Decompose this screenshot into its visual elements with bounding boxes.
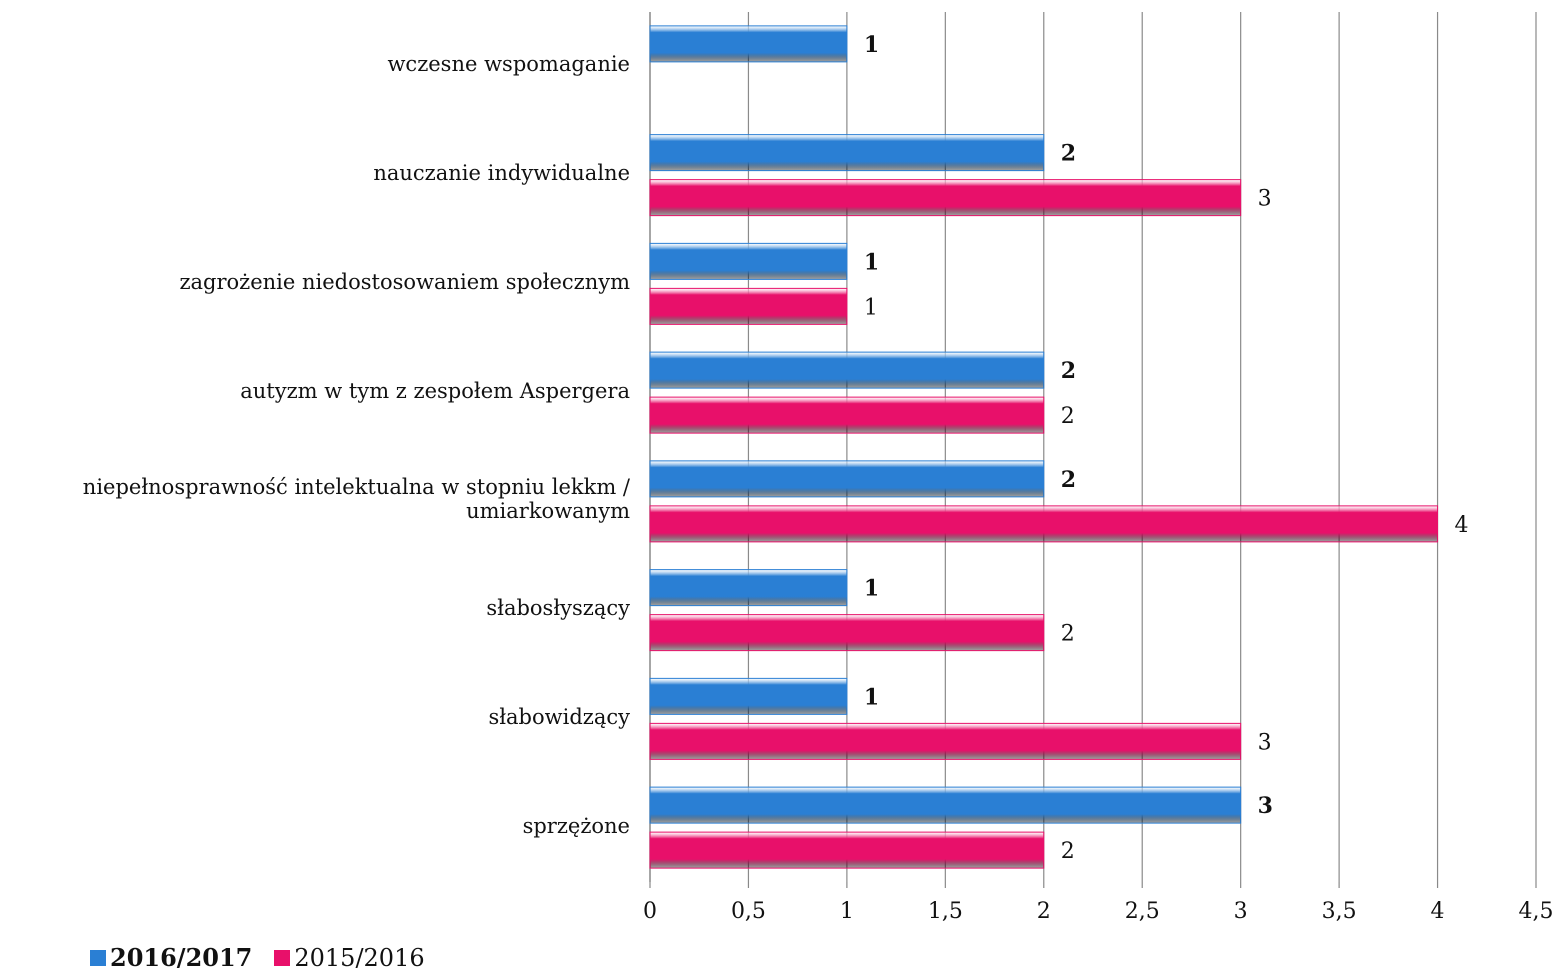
x-tick-label-2: 1 xyxy=(840,899,854,924)
value-label-series-2-cat-5: 2 xyxy=(1061,622,1075,647)
bar-series-1-cat-6[interactable] xyxy=(650,678,847,714)
category-label-2: zagrożenie niedostosowaniem społecznym xyxy=(0,270,630,294)
bar-series-2-cat-1[interactable] xyxy=(650,180,1241,216)
value-label-series-2-cat-2: 1 xyxy=(864,295,878,320)
category-label-3: autyzm w tym z zespołem Aspergera xyxy=(0,379,630,403)
bar-series-2-cat-5[interactable] xyxy=(650,615,1044,651)
category-label-6: słabowidzący xyxy=(0,705,630,729)
value-label-series-1-cat-3: 2 xyxy=(1061,358,1076,384)
bar-series-1-cat-5[interactable] xyxy=(650,570,847,606)
x-tick-label-8: 4 xyxy=(1431,899,1445,924)
bar-series-1-cat-1[interactable] xyxy=(650,135,1044,171)
x-tick-label-9: 4,5 xyxy=(1519,899,1554,924)
category-label-5: słabosłyszący xyxy=(0,596,630,620)
x-tick-label-7: 3,5 xyxy=(1322,899,1357,924)
x-tick-label-4: 2 xyxy=(1037,899,1051,924)
category-label-7: sprzężone xyxy=(0,814,630,838)
bar-series-2-cat-7[interactable] xyxy=(650,832,1044,868)
value-label-series-2-cat-7: 2 xyxy=(1061,839,1075,864)
legend-label-series-2: 2015/2016 xyxy=(294,944,424,972)
bar-series-2-cat-2[interactable] xyxy=(650,288,847,324)
value-label-series-1-cat-0: 1 xyxy=(864,32,879,58)
x-tick-label-0: 0 xyxy=(643,899,657,924)
legend-swatch-series-1 xyxy=(90,950,106,966)
value-label-series-1-cat-4: 2 xyxy=(1061,467,1076,493)
legend-swatch-series-2 xyxy=(274,950,290,966)
bar-series-2-cat-6[interactable] xyxy=(650,723,1241,759)
legend: 2016/2017 2015/2016 xyxy=(90,943,447,972)
bar-series-1-cat-7[interactable] xyxy=(650,787,1241,823)
legend-item-series-1[interactable]: 2016/2017 xyxy=(90,943,252,972)
category-label-4: niepełnosprawność intelektualna w stopni… xyxy=(0,475,630,523)
value-label-series-2-cat-1: 3 xyxy=(1258,187,1272,212)
value-label-series-1-cat-6: 1 xyxy=(864,684,879,710)
value-label-series-2-cat-4: 4 xyxy=(1455,513,1469,538)
value-label-series-1-cat-2: 1 xyxy=(864,249,879,275)
bar-series-1-cat-0[interactable] xyxy=(650,26,847,62)
bar-series-1-cat-3[interactable] xyxy=(650,352,1044,388)
x-tick-label-5: 2,5 xyxy=(1125,899,1160,924)
category-label-1: nauczanie indywidualne xyxy=(0,161,630,185)
bar-series-2-cat-4[interactable] xyxy=(650,506,1438,542)
value-label-series-1-cat-1: 2 xyxy=(1061,141,1076,167)
bar-series-2-cat-3[interactable] xyxy=(650,397,1044,433)
x-tick-label-6: 3 xyxy=(1234,899,1248,924)
value-label-series-1-cat-7: 3 xyxy=(1258,793,1273,819)
value-label-series-2-cat-6: 3 xyxy=(1258,730,1272,755)
value-label-series-1-cat-5: 1 xyxy=(864,576,879,602)
legend-item-series-2[interactable]: 2015/2016 xyxy=(274,944,424,972)
legend-label-series-1: 2016/2017 xyxy=(110,943,252,972)
value-label-series-2-cat-3: 2 xyxy=(1061,404,1075,429)
x-tick-label-3: 1,5 xyxy=(928,899,963,924)
x-tick-label-1: 0,5 xyxy=(731,899,766,924)
bar-series-1-cat-2[interactable] xyxy=(650,243,847,279)
category-label-0: wczesne wspomaganie xyxy=(0,52,630,76)
bar-series-1-cat-4[interactable] xyxy=(650,461,1044,497)
